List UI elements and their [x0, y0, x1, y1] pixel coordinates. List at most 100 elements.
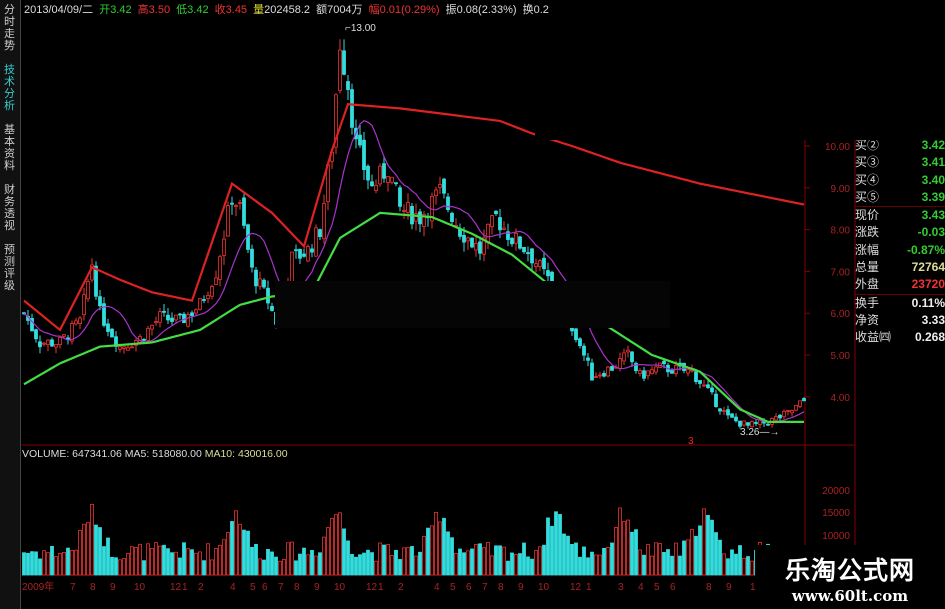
- candle-body: [578, 338, 582, 346]
- volume-bar: [370, 552, 374, 576]
- quote-row: 外盘 23720: [855, 276, 945, 293]
- volume-bar: [262, 559, 266, 576]
- amplitude: 振0.08(2.33%): [445, 4, 517, 16]
- candle-body: [730, 413, 734, 418]
- volume-bar: [682, 540, 686, 576]
- volume-bar: [750, 560, 754, 576]
- volume-bar: [54, 556, 58, 576]
- candle-body: [266, 287, 270, 304]
- volume-bar: [342, 528, 346, 576]
- quote-row: 涨跌 -0.03: [855, 224, 945, 241]
- high: 高3.50: [137, 4, 171, 16]
- close: 收3.45: [214, 4, 248, 16]
- candle-body: [210, 286, 214, 297]
- candle-body: [602, 373, 606, 377]
- volume-bar: [710, 519, 714, 576]
- candle-body: [466, 237, 470, 242]
- volume-bar: [226, 532, 230, 576]
- quote-label: 外盘: [855, 277, 880, 292]
- volume-bar: [134, 547, 138, 576]
- candle-body: [622, 352, 626, 362]
- sidebar-item-basic-info[interactable]: 基本资料: [4, 124, 15, 172]
- candle-body: [686, 368, 690, 374]
- volume-bar: [450, 537, 454, 576]
- volume-bar: [34, 551, 38, 576]
- price-tick-label: 8.00: [831, 226, 851, 237]
- volume-ma10: MA10: 430016.00: [204, 448, 288, 460]
- candle-body: [226, 205, 230, 237]
- candle-body: [238, 202, 242, 204]
- volume-bar: [386, 544, 390, 576]
- quote-value: 0.11%: [911, 295, 945, 310]
- time-tick-label: 2: [398, 582, 404, 593]
- candle-body: [298, 248, 302, 259]
- candle-body: [694, 371, 698, 382]
- candle-body: [630, 351, 634, 363]
- sidebar-item-intraday[interactable]: 分时走势: [4, 4, 15, 52]
- time-tick-label: 9: [726, 582, 732, 593]
- candle-body: [162, 310, 166, 313]
- volume-bar: [70, 550, 74, 576]
- volume-bar: [590, 551, 594, 576]
- volume-bar: [246, 530, 250, 576]
- candle-body: [398, 187, 402, 207]
- candle-body: [262, 279, 266, 288]
- volume-bar: [26, 552, 30, 576]
- volume-bar: [534, 550, 538, 576]
- volume-bar: [266, 548, 270, 576]
- volume-bar: [122, 558, 126, 576]
- candle-body: [306, 246, 310, 262]
- volume-bar: [98, 527, 102, 576]
- candle-body: [126, 347, 130, 351]
- volume-bar: [218, 544, 222, 576]
- volume-bar: [354, 556, 358, 576]
- volume-bar: [478, 543, 482, 576]
- volume-bar: [538, 546, 542, 576]
- volume-bar: [670, 555, 674, 576]
- time-tick-label: 7: [278, 582, 284, 593]
- volume-bar: [498, 545, 502, 576]
- candle-body: [754, 422, 758, 424]
- sidebar-item-rating[interactable]: 预测评级: [4, 244, 15, 292]
- volume-bar: [610, 542, 614, 576]
- volume-bar: [486, 542, 490, 576]
- sidebar-item-technical[interactable]: 技术分析: [4, 64, 15, 112]
- ma-mid-line: [23, 211, 804, 423]
- volume-bar: [614, 527, 618, 576]
- candle-body: [322, 203, 326, 240]
- candle-body: [178, 313, 182, 316]
- candle-body: [58, 336, 62, 346]
- volume-bar: [42, 550, 46, 576]
- volume-bar: [286, 542, 290, 576]
- volume-bar: [338, 512, 342, 576]
- sidebar-item-finance[interactable]: 财务透视: [4, 184, 15, 232]
- quote-value: -0.03: [917, 225, 945, 240]
- candle-body: [122, 346, 126, 349]
- volume-bar: [30, 551, 34, 576]
- volume-bar: [494, 545, 498, 576]
- volume-bar: [546, 517, 550, 576]
- volume-bar: [62, 552, 66, 576]
- volume-bar: [390, 555, 394, 576]
- volume-bar: [598, 554, 602, 576]
- volume-bar: [310, 549, 314, 576]
- quote-row: 总量 72764: [855, 259, 945, 276]
- candle-body: [774, 416, 778, 421]
- candle-body: [74, 320, 78, 325]
- candle-body: [482, 237, 486, 255]
- volume-bar: [318, 552, 322, 576]
- volume-bar: [142, 560, 146, 576]
- time-tick-label: 6: [466, 582, 472, 593]
- volume-bar: [366, 549, 370, 576]
- volume-bar: [402, 547, 406, 576]
- volume-bar: [250, 546, 254, 576]
- volume-bar: [426, 527, 430, 576]
- volume-bar: [530, 558, 534, 576]
- volume-bar: [398, 559, 402, 576]
- time-tick-label: 9: [518, 582, 524, 593]
- candle-body: [470, 237, 474, 248]
- candle-body: [386, 176, 390, 184]
- candle-body: [418, 211, 422, 225]
- quote-label: 买⑤: [855, 189, 880, 204]
